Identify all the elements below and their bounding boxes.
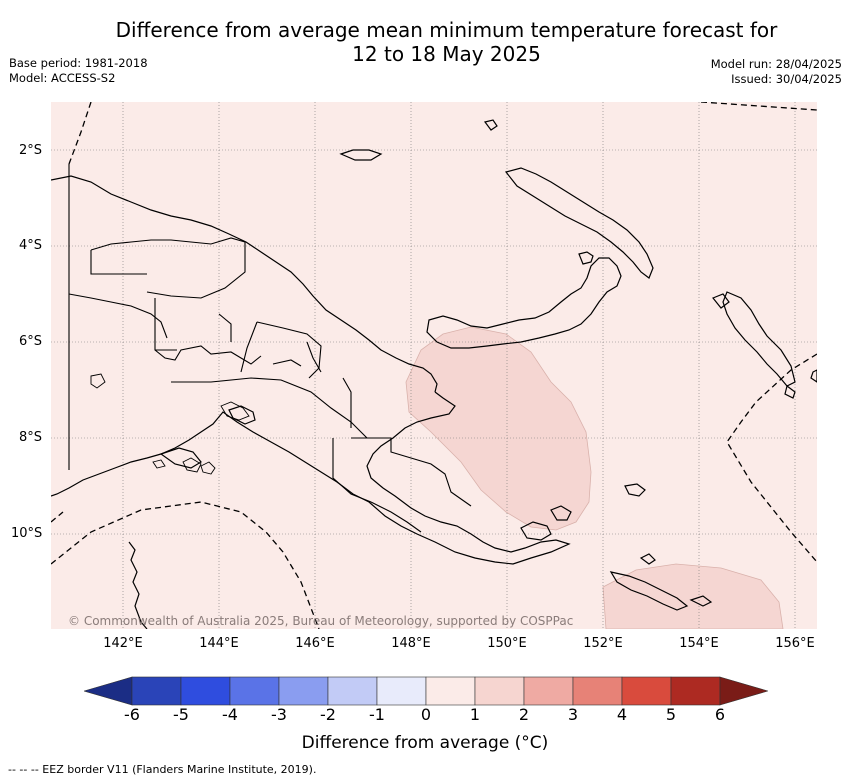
anomaly-patch-solomon-south (602, 563, 784, 629)
colorbar-cell (229, 676, 280, 706)
lat-label: 10°S (11, 526, 43, 541)
colorbar-tick: 1 (469, 705, 481, 724)
title-line-1: Difference from average mean minimum tem… (115, 18, 778, 42)
anomaly-patch-png-east (405, 326, 592, 531)
admin-borders (68, 164, 472, 533)
colorbar-cell (523, 676, 574, 706)
model-name: Model: ACCESS-S2 (9, 71, 116, 85)
lon-label: 150°E (487, 636, 527, 651)
colorbar-cell (131, 676, 182, 706)
colorbar (84, 676, 768, 706)
lon-label: 154°E (679, 636, 719, 651)
map-area[interactable]: © Commonwealth of Australia 2025, Bureau… (51, 102, 817, 629)
lat-label: 6°S (19, 334, 43, 349)
colorbar-cell (670, 676, 721, 706)
colorbar-tick: -6 (124, 705, 140, 724)
meta-left: Base period: 1981-2018 Model: ACCESS-S2 (9, 56, 148, 86)
colorbar-cell (621, 676, 672, 706)
lon-label: 156°E (775, 636, 815, 651)
colorbar-cell (474, 676, 525, 706)
lat-label: 4°S (19, 238, 43, 253)
colorbar-tick: 4 (616, 705, 628, 724)
lon-label: 152°E (583, 636, 623, 651)
colorbar-tick: -3 (271, 705, 287, 724)
colorbar-cell (327, 676, 378, 706)
colorbar-tick: 5 (665, 705, 677, 724)
copyright-notice: © Commonwealth of Australia 2025, Bureau… (68, 614, 574, 628)
issued-date: Issued: 30/04/2025 (731, 72, 842, 86)
colorbar-tick: 3 (567, 705, 579, 724)
colorbar-extension-low (84, 676, 133, 706)
colorbar-cell (376, 676, 427, 706)
lat-label: 8°S (19, 430, 43, 445)
title-line-2: 12 to 18 May 2025 (352, 42, 541, 66)
lon-label: 146°E (295, 636, 335, 651)
colorbar-tick: -2 (320, 705, 336, 724)
colorbar-tick: -5 (173, 705, 189, 724)
colorbar-extension-high (719, 676, 768, 706)
lon-label: 144°E (199, 636, 239, 651)
eez-borders (51, 102, 817, 629)
lon-label: 148°E (391, 636, 431, 651)
base-period: Base period: 1981-2018 (9, 56, 148, 70)
lake-features (90, 373, 250, 475)
colorbar-tick: 2 (518, 705, 530, 724)
eez-footnote: -- -- -- EEZ border V11 (Flanders Marine… (8, 763, 317, 776)
lon-label: 142°E (103, 636, 143, 651)
meta-right: Model run: 28/04/2025 Issued: 30/04/2025 (711, 57, 842, 87)
coastlines (51, 119, 817, 629)
lat-label: 2°S (19, 143, 43, 158)
model-run: Model run: 28/04/2025 (710, 57, 842, 71)
graticule (51, 102, 817, 629)
colorbar-cell (572, 676, 623, 706)
colorbar-cell (425, 676, 476, 706)
colorbar-title: Difference from average (°C) (301, 733, 549, 753)
colorbar-tick: 6 (714, 705, 726, 724)
colorbar-tick: 0 (420, 705, 432, 724)
colorbar-cell (180, 676, 231, 706)
colorbar-tick: -4 (222, 705, 238, 724)
map-svg (51, 102, 817, 629)
chart-title: Difference from average mean minimum tem… (0, 18, 850, 66)
colorbar-tick: -1 (369, 705, 385, 724)
colorbar-cell (278, 676, 329, 706)
